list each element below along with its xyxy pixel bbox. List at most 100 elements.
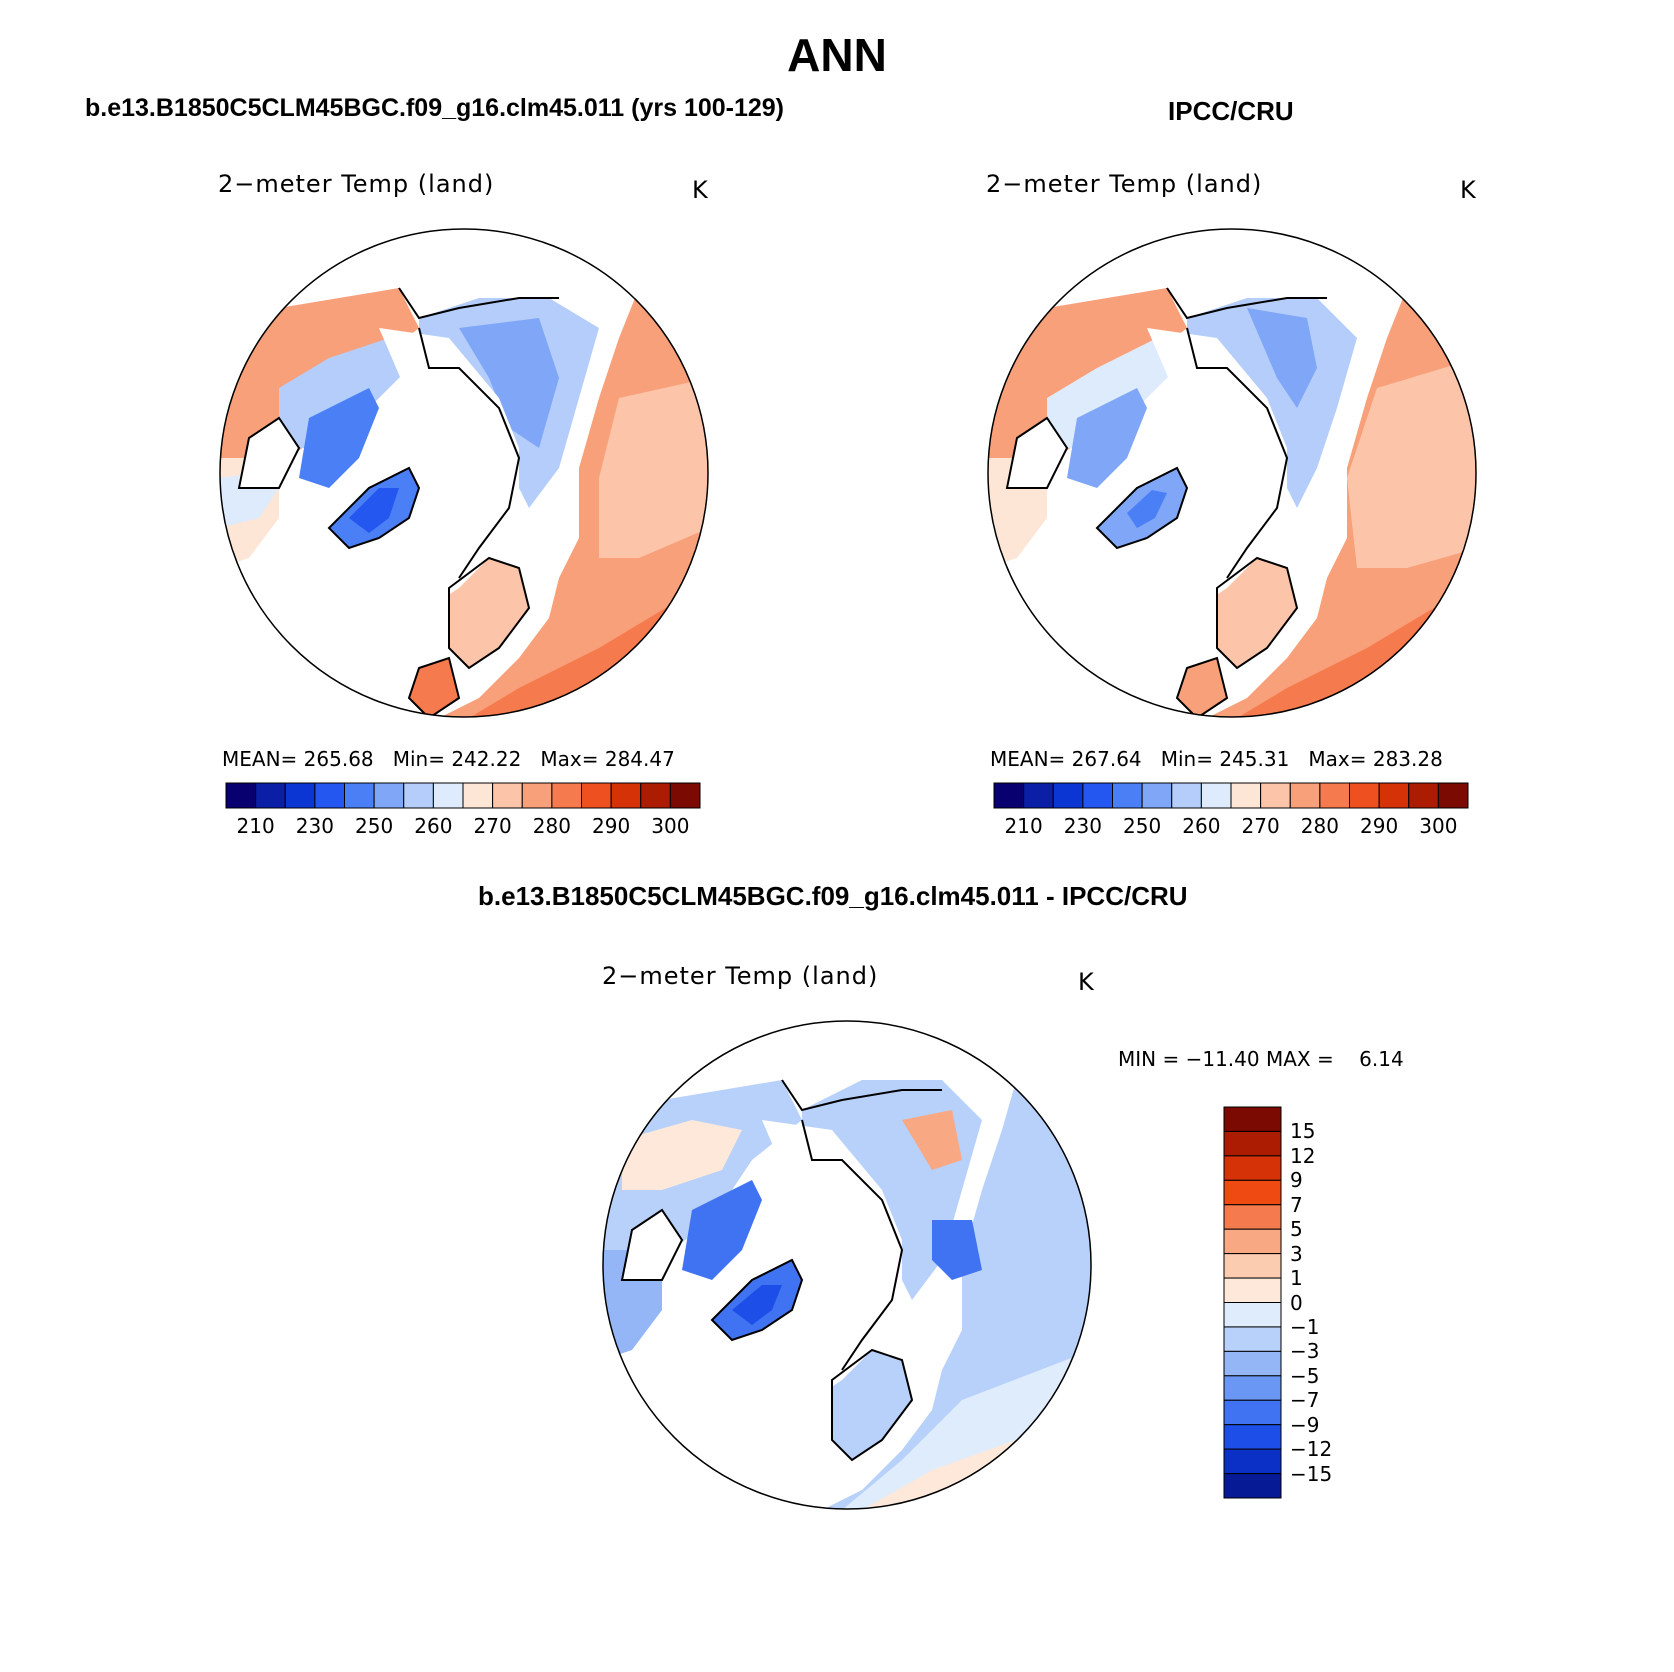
model-colorbar-swatch [610, 782, 642, 809]
obs-colorbar-tick-label: 290 [1360, 814, 1399, 838]
obs-colorbar-swatch [1319, 782, 1350, 809]
model-colorbar-swatch [551, 782, 582, 809]
model-colorbar [225, 782, 701, 809]
diff-colorbar-swatch [1223, 1155, 1282, 1181]
obs-colorbar-swatch [1408, 782, 1439, 809]
model-mean-label: MEAN= [222, 747, 298, 771]
model-max-label: Max= [540, 747, 599, 771]
obs-polar-map [987, 228, 1477, 718]
model-colorbar-swatch [581, 782, 612, 809]
obs-colorbar-swatch [1230, 782, 1262, 809]
model-colorbar-swatch [344, 782, 375, 809]
obs-stats: MEAN= 267.64 Min= 245.31 Max= 283.28 [990, 747, 1443, 771]
model-mean-value: 265.68 [303, 747, 374, 771]
obs-colorbar-swatch [1349, 782, 1380, 809]
obs-min-label: Min= [1160, 747, 1213, 771]
model-panel-title: b.e13.B1850C5CLM45BGC.f09_g16.clm45.011 … [85, 94, 785, 122]
diff-colorbar-tick-label: 15 [1290, 1119, 1316, 1144]
diff-colorbar-tick-label: 5 [1290, 1217, 1303, 1242]
diff-variable-label: 2−meter Temp (land) [602, 962, 879, 990]
obs-colorbar-tick-label: 250 [1123, 814, 1162, 838]
diff-colorbar-tick-label: −9 [1290, 1412, 1320, 1437]
diff-colorbar-tick-label: −3 [1290, 1339, 1320, 1364]
diff-colorbar-tick-label: 0 [1290, 1290, 1303, 1315]
diff-colorbar-ticks: 15 12 9 7 5 3 1 0 −1 −3 −5 −7 −9 −12 −15 [1290, 1107, 1370, 1498]
obs-colorbar-swatch [1052, 782, 1084, 809]
obs-colorbar [993, 782, 1469, 809]
obs-min-value: 245.31 [1219, 747, 1290, 771]
model-polar-map [219, 228, 709, 718]
obs-max-label: Max= [1308, 747, 1367, 771]
model-colorbar-swatch [521, 782, 553, 809]
diff-colorbar-swatch [1223, 1204, 1282, 1230]
diff-colorbar-swatch [1223, 1350, 1282, 1377]
model-colorbar-tick-label: 300 [651, 814, 690, 838]
obs-colorbar-tick-label: 270 [1241, 814, 1280, 838]
obs-panel-title: IPCC/CRU [1168, 96, 1294, 126]
diff-colorbar-swatch [1223, 1473, 1282, 1499]
model-colorbar-swatch [492, 782, 523, 809]
obs-colorbar-swatch [1378, 782, 1410, 809]
model-colorbar-swatch [669, 782, 701, 809]
diff-colorbar-tick-label: −5 [1290, 1363, 1320, 1388]
obs-colorbar-tick-label: 300 [1419, 814, 1458, 838]
figure-title: ANN [787, 29, 887, 81]
model-units-label: K [692, 176, 709, 204]
obs-units-label: K [1460, 176, 1477, 204]
model-colorbar-tick-label: 270 [473, 814, 512, 838]
obs-colorbar-swatch [1289, 782, 1321, 809]
diff-colorbar-swatch [1223, 1302, 1282, 1328]
obs-colorbar-swatch [1112, 782, 1143, 809]
model-colorbar-swatch [403, 782, 434, 809]
diff-colorbar-tick-label: −15 [1290, 1461, 1333, 1486]
diff-colorbar-swatch [1223, 1228, 1282, 1255]
diff-colorbar-tick-label: 9 [1290, 1168, 1303, 1193]
diff-colorbar-tick-label: 7 [1290, 1192, 1303, 1217]
obs-colorbar-swatch [1023, 782, 1054, 809]
model-colorbar-swatch [432, 782, 464, 809]
obs-colorbar-swatch [1260, 782, 1291, 809]
diff-colorbar-tick-label: 12 [1290, 1143, 1316, 1168]
model-colorbar-tick-label: 230 [295, 814, 334, 838]
obs-mean-value: 267.64 [1071, 747, 1142, 771]
diff-colorbar-tick-label: 3 [1290, 1241, 1303, 1266]
model-colorbar-swatch [640, 782, 671, 809]
model-colorbar-ticks: 210 230 250 260 270 280 290 300 [226, 814, 700, 840]
obs-colorbar-swatch [1437, 782, 1469, 809]
obs-colorbar-tick-label: 260 [1182, 814, 1221, 838]
diff-panel-title: b.e13.B1850C5CLM45BGC.f09_g16.clm45.011 … [478, 881, 1188, 911]
diff-minmax: MIN = −11.40 MAX = 6.14 [1118, 1047, 1404, 1071]
diff-colorbar-swatch [1223, 1424, 1282, 1450]
diff-colorbar-swatch [1223, 1448, 1282, 1475]
obs-colorbar-tick-label: 230 [1063, 814, 1102, 838]
diff-colorbar-tick-label: −12 [1290, 1437, 1333, 1462]
obs-colorbar-swatch [1171, 782, 1202, 809]
model-colorbar-swatch [225, 782, 257, 809]
model-max-value: 284.47 [604, 747, 675, 771]
diff-units-label: K [1078, 968, 1095, 996]
obs-max-value: 283.28 [1372, 747, 1443, 771]
obs-variable-label: 2−meter Temp (land) [986, 170, 1263, 198]
obs-colorbar-swatch [1082, 782, 1113, 809]
model-colorbar-swatch [462, 782, 494, 809]
obs-colorbar-swatch [1200, 782, 1232, 809]
model-stats: MEAN= 265.68 Min= 242.22 Max= 284.47 [222, 747, 675, 771]
obs-colorbar-swatch [993, 782, 1025, 809]
diff-colorbar-swatch [1223, 1326, 1282, 1352]
model-min-value: 242.22 [451, 747, 522, 771]
diff-colorbar-tick-label: 1 [1290, 1266, 1303, 1291]
diff-colorbar-swatch [1223, 1179, 1282, 1206]
obs-colorbar-ticks: 210 230 250 260 270 280 290 300 [994, 814, 1468, 840]
model-min-label: Min= [392, 747, 445, 771]
diff-colorbar-tick-label: −1 [1290, 1314, 1320, 1339]
diff-colorbar-tick-label: −7 [1290, 1388, 1320, 1413]
model-colorbar-swatch [314, 782, 345, 809]
obs-colorbar-tick-label: 210 [1004, 814, 1043, 838]
model-colorbar-tick-label: 260 [414, 814, 453, 838]
model-colorbar-tick-label: 210 [236, 814, 275, 838]
model-colorbar-swatch [373, 782, 405, 809]
diff-colorbar [1223, 1106, 1282, 1499]
obs-colorbar-swatch [1141, 782, 1173, 809]
model-variable-label: 2−meter Temp (land) [218, 170, 495, 198]
obs-colorbar-tick-label: 280 [1300, 814, 1339, 838]
